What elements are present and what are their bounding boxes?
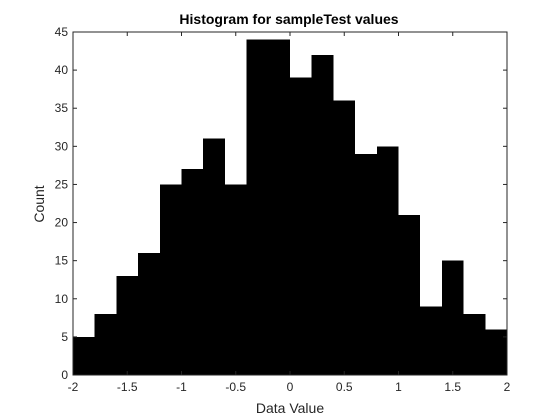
y-tick-label: 20 [55, 216, 69, 230]
y-tick-label: 25 [55, 177, 69, 191]
histogram-bar [94, 314, 117, 375]
x-tick-label: -1.5 [117, 380, 138, 394]
y-tick-label: 15 [55, 254, 69, 268]
histogram-bar [224, 184, 247, 375]
histogram-bar [420, 306, 442, 375]
x-tick-label: -0.5 [225, 380, 246, 394]
x-tick-label: -1 [176, 380, 187, 394]
y-tick-label: 35 [55, 101, 69, 115]
histogram-bar [203, 138, 225, 375]
histogram-bars [73, 39, 507, 375]
y-tick-label: 45 [55, 25, 69, 39]
x-tick-label: 0.5 [336, 380, 353, 394]
histogram-bar [398, 214, 421, 375]
x-tick-label: 2 [504, 380, 511, 394]
histogram-bar [268, 39, 290, 375]
x-tick-label: -2 [68, 380, 79, 394]
histogram-bar [159, 184, 182, 375]
histogram-bar [463, 314, 486, 375]
y-axis-label: Count [31, 185, 47, 222]
x-axis-ticks: -2 -1.5 -1 -0.5 0 0.5 1 1.5 2 [68, 32, 511, 394]
chart-title: Histogram for sampleTest values [179, 11, 398, 27]
histogram-bar [181, 169, 204, 375]
x-axis-label: Data Value [256, 400, 324, 416]
histogram-bar [246, 39, 269, 375]
plot-area-box [72, 31, 508, 376]
histogram-bar [311, 54, 334, 375]
histogram-bar [116, 275, 139, 375]
histogram-bar [376, 146, 399, 375]
y-tick-label: 40 [55, 63, 69, 77]
histogram-bar [441, 260, 464, 375]
y-tick-label: 10 [55, 292, 69, 306]
histogram-bar [333, 100, 356, 375]
y-axis-ticks: 0 5 10 15 20 25 30 35 40 45 [55, 25, 507, 382]
y-tick-label: 0 [61, 368, 68, 382]
y-tick-label: 30 [55, 139, 69, 153]
histogram-bar [138, 253, 160, 375]
y-tick-label: 5 [61, 330, 68, 344]
x-tick-label: 1 [395, 380, 402, 394]
histogram-bar [355, 153, 377, 375]
histogram-bar [485, 329, 507, 375]
histogram-bar [290, 77, 312, 375]
x-tick-label: 0 [287, 380, 294, 394]
histogram-bar [73, 336, 95, 375]
x-tick-label: 1.5 [444, 380, 461, 394]
